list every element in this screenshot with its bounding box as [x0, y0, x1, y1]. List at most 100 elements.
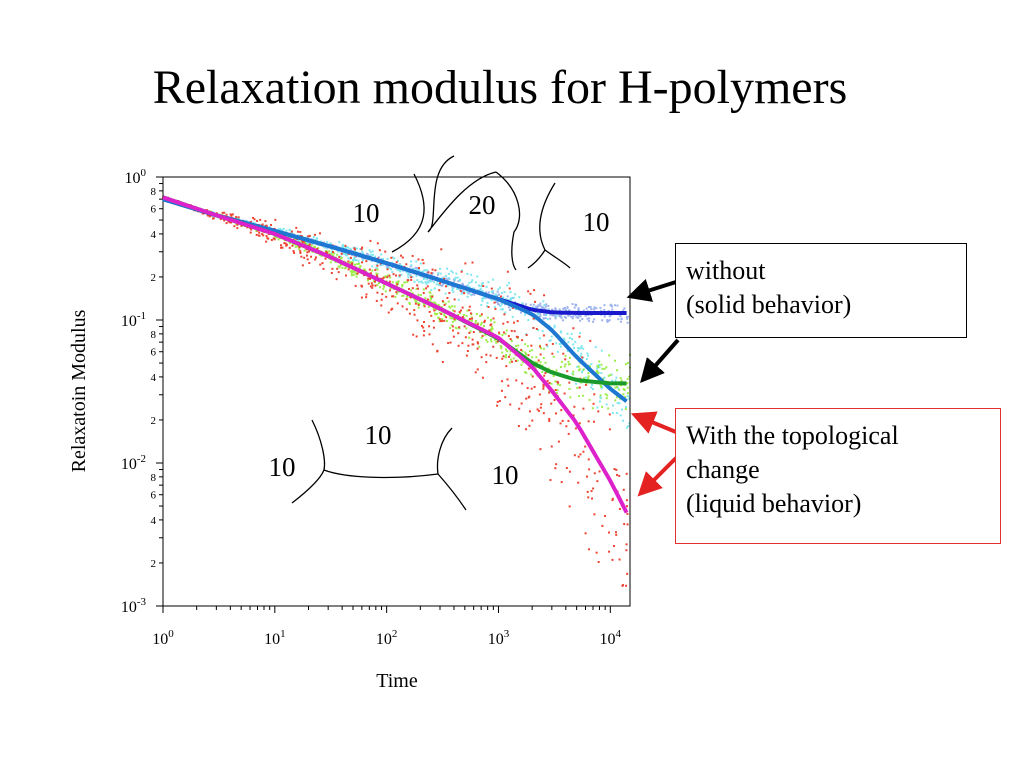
- noise-point: [368, 249, 371, 252]
- noise-point: [292, 243, 295, 246]
- noise-point: [498, 303, 501, 306]
- noise-point: [346, 254, 349, 257]
- noise-point: [520, 363, 523, 366]
- noise-point: [559, 315, 562, 318]
- noise-point: [354, 272, 357, 275]
- noise-point: [596, 367, 599, 370]
- noise-point: [451, 329, 454, 332]
- noise-point: [359, 265, 362, 268]
- noise-point: [212, 217, 215, 220]
- noise-point: [354, 263, 357, 266]
- noise-point: [480, 303, 483, 306]
- noise-point: [498, 286, 501, 289]
- noise-point: [457, 313, 460, 316]
- noise-point: [463, 313, 466, 316]
- series-line-4: [162, 195, 629, 514]
- noise-point: [574, 340, 577, 343]
- noise-point: [568, 313, 571, 316]
- noise-point: [592, 402, 595, 405]
- noise-point: [244, 219, 247, 222]
- noise-point: [387, 266, 390, 269]
- noise-point: [587, 458, 590, 461]
- noise-point: [221, 211, 224, 214]
- noise-point: [514, 308, 517, 311]
- noise-point: [348, 257, 351, 260]
- noise-point: [564, 358, 567, 361]
- noise-point: [237, 217, 240, 220]
- noise-point: [379, 264, 382, 267]
- noise-point: [365, 296, 368, 299]
- noise-point: [570, 332, 573, 335]
- noise-point: [433, 309, 436, 312]
- noise-point: [398, 274, 401, 277]
- noise-point: [525, 397, 528, 400]
- noise-point: [438, 282, 441, 285]
- noise-point: [579, 453, 582, 456]
- noise-point: [349, 247, 352, 250]
- noise-point: [303, 249, 306, 252]
- noise-point: [336, 253, 339, 256]
- noise-point: [410, 289, 413, 292]
- noise-point: [374, 268, 377, 271]
- noise-point: [598, 400, 601, 403]
- noise-point: [577, 365, 580, 368]
- noise-point: [319, 240, 322, 243]
- noise-point: [541, 307, 544, 310]
- noise-point: [593, 420, 596, 423]
- noise-point: [543, 308, 546, 311]
- noise-point: [389, 287, 392, 290]
- noise-point: [347, 268, 350, 271]
- noise-point: [412, 333, 415, 336]
- noise-point: [312, 236, 315, 239]
- noise-point: [356, 272, 359, 275]
- noise-point: [429, 280, 432, 283]
- noise-point: [485, 296, 488, 299]
- noise-point: [573, 306, 576, 309]
- noise-point: [619, 414, 622, 417]
- noise-point: [626, 382, 629, 385]
- noise-point: [329, 242, 332, 245]
- noise-point: [202, 212, 205, 215]
- noise-point: [442, 301, 445, 304]
- noise-point: [538, 393, 541, 396]
- noise-point: [390, 256, 393, 259]
- noise-point: [504, 396, 507, 399]
- noise-point: [546, 345, 549, 348]
- noise-point: [396, 280, 399, 283]
- noise-point: [573, 405, 576, 408]
- noise-point: [256, 219, 259, 222]
- noise-point: [411, 292, 414, 295]
- noise-point: [616, 474, 619, 477]
- noise-point: [504, 311, 507, 314]
- noise-point: [417, 302, 420, 305]
- liquid-note-line-1: With the topological: [686, 421, 899, 450]
- noise-point: [371, 250, 374, 253]
- noise-point: [411, 275, 414, 278]
- noise-point: [375, 299, 378, 302]
- noise-point: [446, 296, 449, 299]
- noise-point: [447, 300, 450, 303]
- noise-point: [307, 235, 310, 238]
- noise-point: [421, 259, 424, 262]
- noise-point: [491, 327, 494, 330]
- noise-point: [582, 407, 585, 410]
- noise-point: [431, 268, 434, 271]
- noise-point: [468, 281, 471, 284]
- noise-point: [315, 256, 318, 259]
- noise-point: [582, 347, 585, 350]
- noise-point: [339, 258, 342, 261]
- noise-point: [410, 278, 413, 281]
- noise-point: [501, 296, 504, 299]
- noise-point: [621, 584, 624, 587]
- noise-point: [492, 278, 495, 281]
- noise-point: [360, 248, 363, 251]
- noise-point: [571, 303, 574, 306]
- noise-point: [481, 300, 484, 303]
- noise-point: [504, 353, 507, 356]
- noise-point: [498, 331, 501, 334]
- noise-point: [535, 356, 538, 359]
- noise-point: [369, 239, 372, 242]
- noise-point: [261, 233, 264, 236]
- topology-label-top-left: 10: [353, 198, 380, 228]
- noise-point: [379, 262, 382, 265]
